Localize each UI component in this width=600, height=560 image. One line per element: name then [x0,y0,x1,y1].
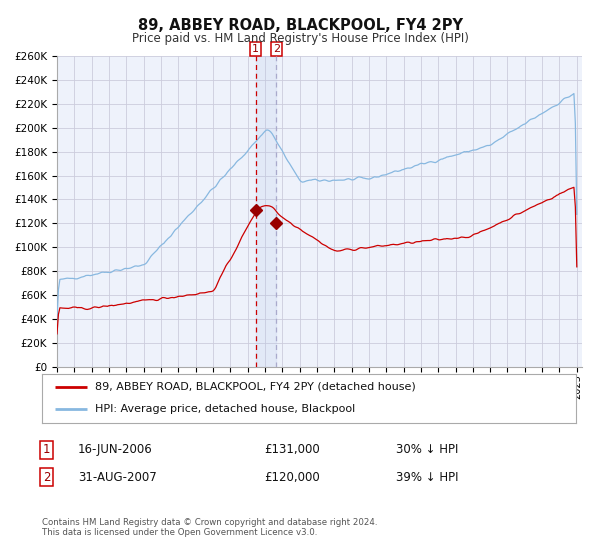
Text: 31-AUG-2007: 31-AUG-2007 [78,470,157,484]
Text: HPI: Average price, detached house, Blackpool: HPI: Average price, detached house, Blac… [95,404,356,414]
Bar [256,56,277,367]
Text: 30% ↓ HPI: 30% ↓ HPI [396,443,458,456]
Text: 89, ABBEY ROAD, BLACKPOOL, FY4 2PY (detached house): 89, ABBEY ROAD, BLACKPOOL, FY4 2PY (deta… [95,382,416,392]
Text: 16-JUN-2006: 16-JUN-2006 [78,443,153,456]
Text: 1: 1 [252,44,259,54]
Text: £131,000: £131,000 [264,443,320,456]
Text: Price paid vs. HM Land Registry's House Price Index (HPI): Price paid vs. HM Land Registry's House … [131,32,469,45]
Text: 39% ↓ HPI: 39% ↓ HPI [396,470,458,484]
Text: 1: 1 [43,443,50,456]
Text: 89, ABBEY ROAD, BLACKPOOL, FY4 2PY: 89, ABBEY ROAD, BLACKPOOL, FY4 2PY [137,18,463,33]
Text: 2: 2 [273,44,280,54]
Text: £120,000: £120,000 [264,470,320,484]
Text: Contains HM Land Registry data © Crown copyright and database right 2024.
This d: Contains HM Land Registry data © Crown c… [42,518,377,538]
Text: 2: 2 [43,470,50,484]
